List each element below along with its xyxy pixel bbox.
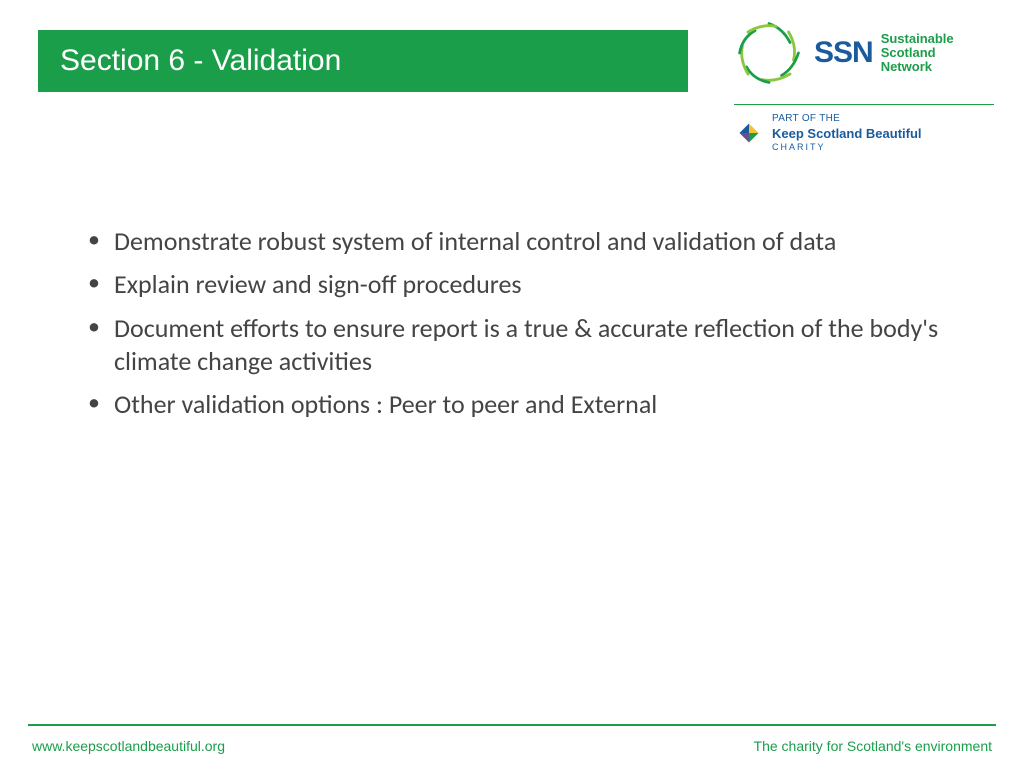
ksb-line1: PART OF THE (772, 113, 922, 126)
footer: www.keepscotlandbeautiful.org The charit… (32, 738, 992, 754)
footer-divider (28, 724, 996, 726)
ssn-abbr: SSN (814, 36, 873, 70)
ssn-line2: Scotland (881, 46, 954, 60)
title-bar: Section 6 - Validation (38, 30, 688, 92)
ksb-icon (736, 120, 762, 146)
slide-title: Section 6 - Validation (60, 44, 341, 78)
ssn-line1: Sustainable (881, 32, 954, 46)
footer-url: www.keepscotlandbeautiful.org (32, 738, 225, 754)
ksb-line3: CHARITY (772, 142, 922, 153)
bullet-list: Demonstrate robust system of internal co… (80, 225, 974, 421)
ssn-fullname: Sustainable Scotland Network (881, 32, 954, 75)
logo-divider (734, 104, 994, 105)
ssn-swirl-icon (734, 18, 804, 88)
ssn-text: SSN Sustainable Scotland Network (814, 32, 954, 75)
ksb-logo: PART OF THE Keep Scotland Beautiful CHAR… (734, 113, 994, 153)
content-area: Demonstrate robust system of internal co… (80, 225, 974, 431)
bullet-item: Other validation options : Peer to peer … (80, 388, 974, 421)
bullet-item: Demonstrate robust system of internal co… (80, 225, 974, 258)
footer-tagline: The charity for Scotland's environment (754, 738, 992, 754)
ssn-logo: SSN Sustainable Scotland Network (734, 18, 994, 98)
bullet-item: Document efforts to ensure report is a t… (80, 312, 974, 379)
ssn-line3: Network (881, 60, 954, 74)
logo-block: SSN Sustainable Scotland Network PART OF… (734, 18, 994, 153)
ksb-text: PART OF THE Keep Scotland Beautiful CHAR… (772, 113, 922, 153)
ksb-line2: Keep Scotland Beautiful (772, 126, 922, 142)
bullet-item: Explain review and sign-off procedures (80, 268, 974, 301)
